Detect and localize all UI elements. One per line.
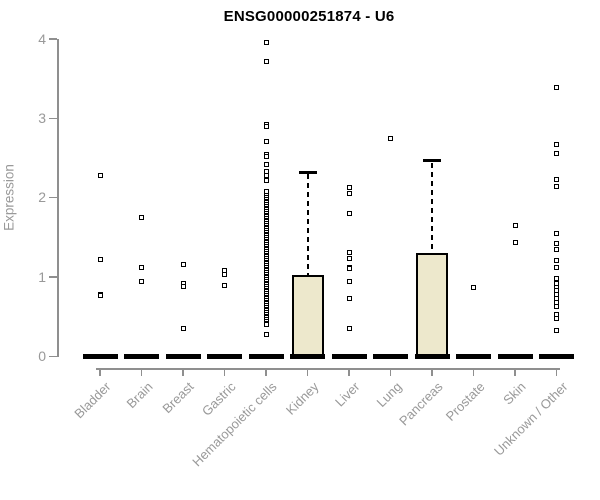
y-tick-label: 2 bbox=[38, 189, 46, 206]
outlier-point bbox=[346, 210, 352, 216]
outlier-point bbox=[139, 278, 144, 284]
outlier-point bbox=[554, 316, 559, 322]
x-tick bbox=[389, 369, 392, 376]
outlier-point bbox=[263, 161, 269, 167]
outlier-point bbox=[139, 265, 144, 271]
zero-median-bar bbox=[207, 353, 242, 359]
outlier-point bbox=[554, 258, 559, 264]
whisker-cap bbox=[423, 159, 441, 163]
box bbox=[291, 275, 324, 358]
outlier-point bbox=[263, 138, 269, 144]
outlier-point bbox=[554, 264, 559, 270]
box bbox=[416, 252, 448, 358]
outlier-point bbox=[180, 262, 186, 268]
outlier-point bbox=[263, 124, 269, 130]
x-axis-line bbox=[96, 368, 560, 370]
outlier-point bbox=[512, 240, 518, 246]
y-tick-label: 1 bbox=[38, 268, 46, 285]
zero-median-bar bbox=[331, 353, 367, 359]
outlier-point bbox=[263, 154, 269, 160]
y-tick bbox=[49, 355, 57, 357]
x-tick bbox=[99, 369, 101, 376]
outlier-point bbox=[263, 173, 269, 179]
x-tick bbox=[265, 369, 267, 376]
whisker-cap bbox=[298, 170, 317, 174]
y-axis-line bbox=[57, 38, 59, 358]
zero-median-bar bbox=[497, 353, 533, 359]
outlier-point bbox=[554, 183, 559, 189]
outlier-point bbox=[554, 141, 559, 147]
x-tick bbox=[140, 369, 143, 376]
outlier-point bbox=[346, 325, 352, 331]
dense-stack-point bbox=[263, 322, 269, 328]
outlier-point bbox=[346, 266, 352, 272]
outlier-point bbox=[263, 168, 269, 174]
outlier-point bbox=[346, 185, 352, 191]
zero-median-bar bbox=[165, 353, 201, 359]
zero-median-bar bbox=[124, 353, 159, 359]
outlier-point bbox=[263, 59, 269, 65]
outlier-point bbox=[263, 332, 269, 338]
outlier-point bbox=[222, 271, 227, 277]
y-tick bbox=[49, 117, 57, 120]
outlier-point bbox=[97, 172, 103, 178]
chart-title: ENSG00000251874 - U6 bbox=[223, 8, 395, 25]
outlier-point bbox=[346, 190, 352, 196]
zero-median-bar bbox=[414, 353, 450, 359]
x-tick bbox=[348, 369, 350, 376]
outlier-point bbox=[388, 136, 393, 142]
outlier-point bbox=[554, 280, 559, 286]
zero-median-bar bbox=[373, 353, 408, 359]
outlier-point bbox=[263, 188, 269, 194]
whisker bbox=[431, 162, 433, 253]
x-tick bbox=[306, 369, 309, 376]
outlier-point bbox=[554, 85, 559, 91]
y-tick-label: 3 bbox=[38, 110, 46, 127]
y-tick bbox=[49, 196, 57, 199]
outlier-point bbox=[263, 40, 269, 46]
outlier-point bbox=[346, 255, 352, 261]
x-tick bbox=[223, 369, 226, 376]
outlier-point bbox=[554, 303, 559, 309]
y-tick bbox=[49, 276, 57, 278]
zero-median-bar bbox=[82, 353, 118, 359]
outlier-point bbox=[180, 283, 186, 289]
outlier-point bbox=[554, 275, 559, 281]
outlier-point bbox=[180, 325, 186, 331]
outlier-point bbox=[554, 291, 559, 297]
zero-median-bar bbox=[248, 353, 284, 359]
zero-median-bar bbox=[539, 353, 574, 359]
outlier-point bbox=[222, 282, 227, 288]
outlier-point bbox=[139, 214, 144, 220]
y-tick-label: 4 bbox=[38, 30, 46, 47]
zero-median-bar bbox=[290, 353, 325, 359]
y-tick-label: 0 bbox=[38, 348, 46, 364]
outlier-point bbox=[554, 240, 559, 246]
x-tick bbox=[182, 369, 184, 376]
zero-median-bar bbox=[456, 353, 491, 359]
outlier-point bbox=[554, 328, 559, 334]
outlier-point bbox=[346, 278, 352, 284]
x-tick bbox=[555, 369, 558, 376]
x-tick bbox=[472, 369, 475, 376]
x-tick bbox=[431, 369, 433, 376]
outlier-point bbox=[346, 295, 352, 301]
outlier-point bbox=[97, 293, 103, 299]
outlier-point bbox=[554, 176, 559, 182]
outlier-point bbox=[471, 285, 476, 291]
y-tick bbox=[49, 38, 57, 40]
outlier-point bbox=[554, 230, 559, 236]
x-tick bbox=[514, 369, 516, 376]
outlier-point bbox=[346, 250, 352, 256]
outlier-point bbox=[554, 247, 559, 253]
outlier-point bbox=[512, 222, 518, 228]
whisker bbox=[306, 174, 309, 276]
outlier-point bbox=[554, 151, 559, 157]
outlier-point bbox=[97, 256, 103, 262]
outlier-point bbox=[263, 178, 269, 184]
